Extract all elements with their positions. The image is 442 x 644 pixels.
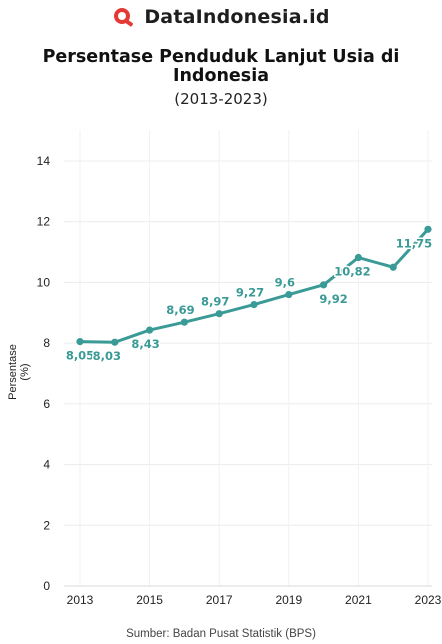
brand-header: DataIndonesia.id (0, 6, 442, 28)
y-tick-label: 6 (43, 397, 50, 411)
data-point (389, 263, 397, 271)
magnifier-logo-icon (114, 8, 134, 27)
x-tick-label: 2015 (136, 593, 163, 607)
data-label: 9,27 (236, 286, 264, 300)
chart-subtitle: (2013-2023) (174, 90, 268, 108)
data-point (215, 310, 223, 318)
data-point (285, 290, 293, 299)
data-label: 11,75 (396, 236, 432, 250)
chart-title: Persentase Penduduk Lanjut Usia di Indon… (42, 47, 400, 86)
data-label: 9,92 (319, 292, 347, 306)
data-label: 8,97 (201, 295, 229, 309)
x-tick-label: 2017 (206, 593, 233, 607)
x-tick-label: 2013 (67, 593, 94, 607)
brand-name: DataIndonesia.id (144, 6, 330, 28)
data-point (111, 338, 119, 346)
data-label: 8,05 (66, 349, 94, 363)
y-tick-label: 2 (43, 518, 50, 532)
data-point (424, 225, 432, 233)
y-tick-label: 4 (43, 458, 50, 472)
data-point (180, 318, 188, 326)
y-tick-label: 8 (43, 336, 50, 350)
x-tick-label: 2019 (275, 593, 302, 607)
data-label: 9,6 (275, 276, 295, 290)
data-label: 8,03 (93, 349, 121, 363)
data-point (76, 338, 84, 346)
data-label: 10,82 (334, 265, 370, 279)
source-note: Sumber: Badan Pusat Statistik (BPS) (126, 628, 316, 640)
y-tick-label: 14 (37, 154, 51, 168)
plot-area (64, 130, 432, 586)
data-point (354, 253, 362, 262)
x-tick-label: 2021 (345, 593, 372, 607)
data-point (250, 300, 258, 309)
data-point (320, 281, 328, 289)
data-label: 8,69 (166, 303, 194, 317)
y-tick-label: 0 (43, 579, 50, 593)
x-tick-label: 2023 (415, 593, 442, 607)
data-point (146, 326, 154, 334)
y-tick-label: 12 (37, 215, 51, 229)
data-label: 8,43 (131, 337, 159, 351)
y-tick-label: 10 (37, 275, 51, 289)
